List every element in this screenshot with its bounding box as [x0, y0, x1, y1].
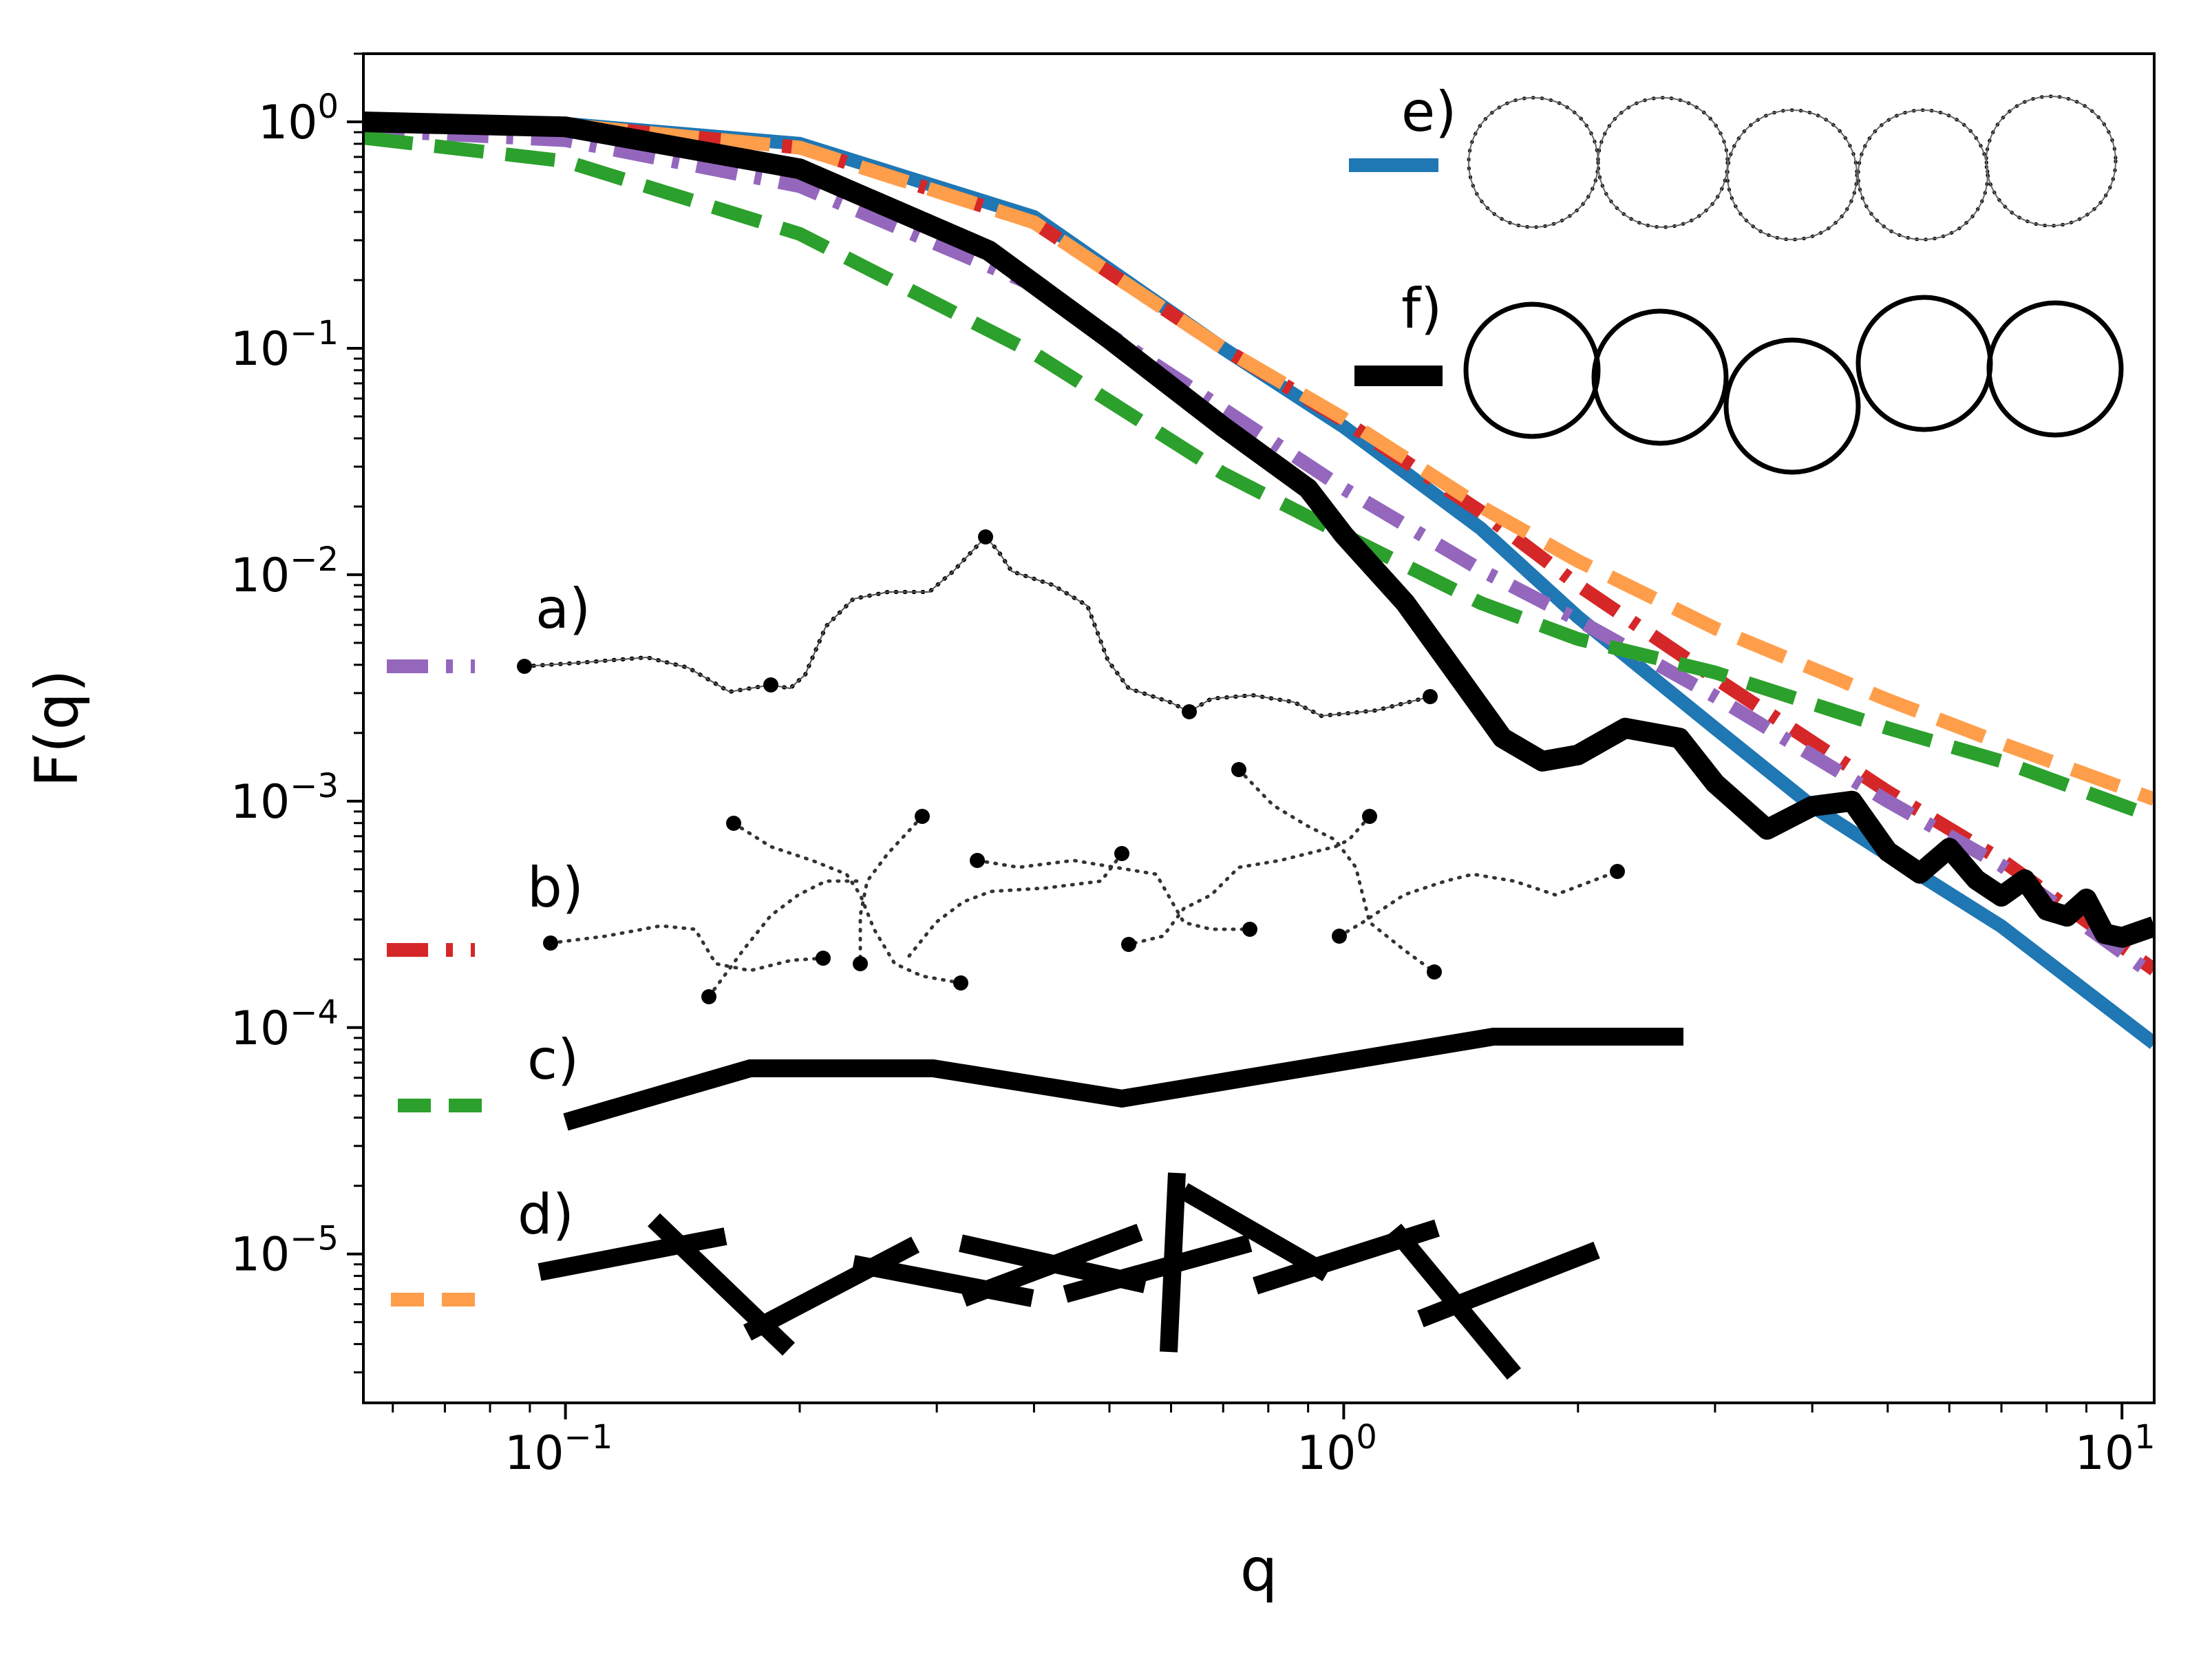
legend-label-a: a) [535, 577, 591, 641]
legend-label-f: f) [1401, 277, 1442, 341]
y-tick-label: 100 [258, 87, 339, 150]
series-line-f [363, 112, 2154, 948]
inset-c-rod-chain-icon [563, 1028, 1683, 1131]
inset-d-random-rods-icon [538, 1172, 1600, 1380]
plot-frame [362, 52, 2156, 1404]
legend-label-e: e) [1401, 80, 1456, 144]
inset-f-solid-rings-icon [1463, 295, 2124, 475]
x-tick-label: 10−1 [504, 1418, 613, 1481]
y-tick-label: 10−5 [231, 1220, 339, 1282]
legend-label-c: c) [527, 1028, 579, 1092]
ticks-layer: 10−1 100 101 100 10−1 10−2 10−3 10−4 10−5 [231, 52, 2156, 1481]
series-layer [363, 112, 2154, 1049]
x-tick-label: 100 [1297, 1418, 1377, 1481]
series-line-a [363, 123, 2154, 982]
inset-b-branched-chains-icon [543, 762, 1625, 1004]
series-line-d [363, 115, 2154, 806]
x-axis-label: q [1240, 1536, 1278, 1605]
y-tick-label: 10−3 [231, 767, 339, 829]
legend-keys [387, 158, 1443, 1306]
x-tick-label: 101 [2075, 1418, 2156, 1481]
y-axis-label: F(q) [23, 669, 92, 787]
series-line-c [363, 131, 2154, 824]
inset-a-bead-chain-icon [517, 529, 1438, 719]
y-tick-label: 10−1 [231, 314, 339, 377]
y-tick-label: 10−2 [231, 540, 339, 603]
legend-label-b: b) [527, 856, 584, 920]
legend-label-d: d) [518, 1183, 574, 1247]
y-tick-label: 10−4 [231, 993, 339, 1056]
